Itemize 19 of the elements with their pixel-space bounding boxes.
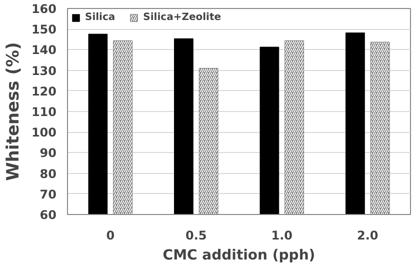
y-tick-label: 80 [40,166,57,181]
y-tick-label: 70 [40,187,57,202]
y-tick-label: 130 [31,64,57,78]
x-tick-label: 1.0 [271,228,293,242]
x-tick-label: 2.0 [356,228,378,242]
y-tick-label: 110 [31,105,57,119]
legend-label: Silica [85,12,116,23]
x-tick-label: 0 [106,228,115,242]
y-tick-label: 100 [31,126,57,140]
y-axis-title: Whiteness (%) [3,42,24,181]
y-tick-label: 140 [31,43,57,58]
y-tick-label: 90 [40,146,57,160]
y-tick-label: 120 [31,84,57,98]
y-tick-label: 160 [31,2,57,16]
x-axis-title: CMC addition (pph) [162,248,316,264]
y-tick-label: 60 [40,208,57,222]
x-tick-label: 0.5 [185,228,207,242]
legend-label: Silica+Zeolite [143,12,222,23]
y-tick-label: 150 [31,22,57,37]
